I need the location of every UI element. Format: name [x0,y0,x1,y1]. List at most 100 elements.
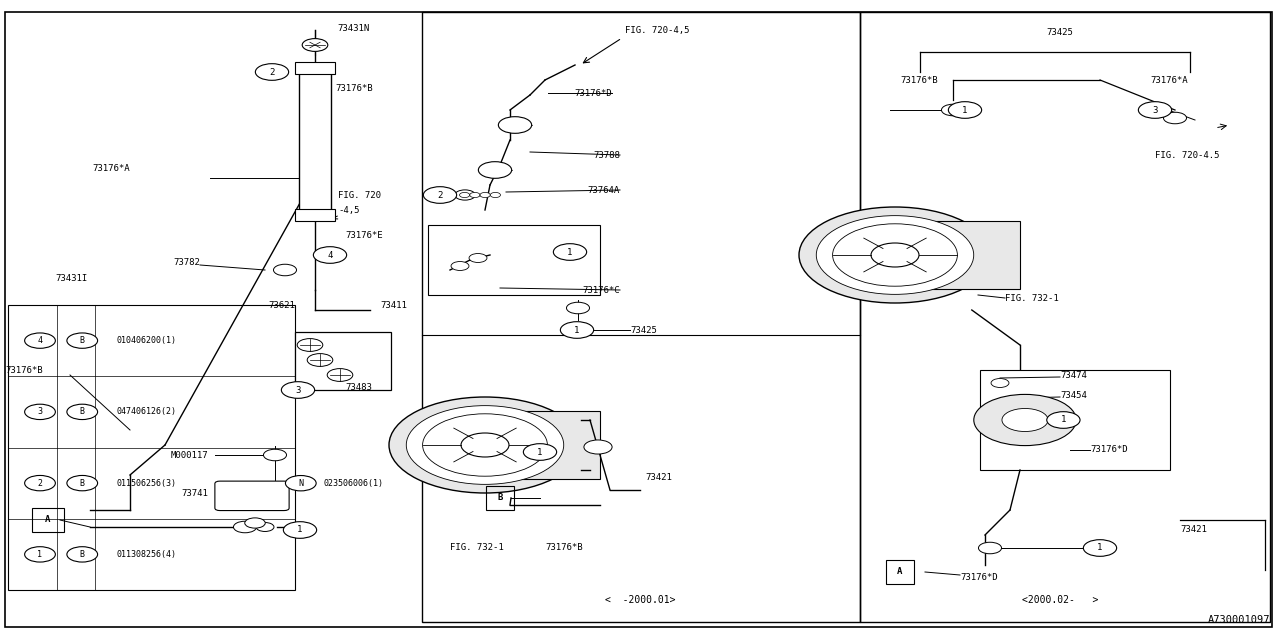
Text: FIG. 732-1: FIG. 732-1 [1005,294,1059,303]
Circle shape [307,354,333,367]
Circle shape [1083,540,1116,556]
Text: 1: 1 [575,326,580,335]
Text: 73421: 73421 [1180,525,1207,534]
Text: 73176*E: 73176*E [346,230,383,239]
Bar [8,305,294,590]
Text: -4,5: -4,5 [338,205,360,214]
Text: 2: 2 [269,67,275,77]
Text: M000117: M000117 [170,451,207,460]
Text: 73176*B: 73176*B [900,76,938,84]
Bar [296,209,335,221]
Text: 73176*A: 73176*A [92,163,131,173]
Circle shape [561,322,594,339]
Bar [32,508,64,532]
Text: FIG. 720-4,5: FIG. 720-4,5 [625,26,690,35]
Text: 73176*A: 73176*A [1149,76,1188,84]
Text: 73474: 73474 [1060,371,1087,380]
Text: B: B [498,493,503,502]
Bar [422,12,860,622]
Circle shape [424,187,457,204]
Text: 73621: 73621 [268,301,294,310]
Circle shape [314,246,347,263]
Text: 73425: 73425 [630,326,657,335]
Text: 011506256(3): 011506256(3) [116,479,177,488]
Text: 73176*C: 73176*C [582,285,620,294]
Circle shape [978,542,1001,554]
Circle shape [422,414,548,476]
Circle shape [553,244,586,260]
Circle shape [67,333,97,348]
Text: 3: 3 [296,385,301,394]
Bar [895,221,1020,289]
Bar [294,332,390,390]
Text: 4: 4 [328,250,333,259]
Text: 3: 3 [1152,106,1157,115]
Text: B: B [79,550,84,559]
Circle shape [1138,102,1171,118]
Text: 73431N: 73431N [337,24,369,33]
Circle shape [67,404,97,420]
Circle shape [870,243,919,267]
Circle shape [468,253,486,262]
Text: 2: 2 [37,479,42,488]
Text: 73764A: 73764A [588,186,620,195]
Circle shape [389,397,581,493]
Circle shape [454,190,475,200]
Circle shape [524,444,557,460]
Circle shape [832,224,957,286]
Text: 2: 2 [438,191,443,200]
Circle shape [817,216,974,294]
Circle shape [461,433,509,457]
Circle shape [67,476,97,491]
Circle shape [498,116,531,133]
Text: FIG. 720-4.5: FIG. 720-4.5 [1155,150,1220,159]
Bar [486,486,515,509]
Text: A: A [45,515,51,525]
Text: 023506006(1): 023506006(1) [324,479,384,488]
Text: 73176*B: 73176*B [335,83,372,93]
Text: FIG. 732-1: FIG. 732-1 [451,543,504,552]
Circle shape [1164,112,1187,124]
Text: 1: 1 [37,550,42,559]
Bar [886,561,914,584]
Circle shape [297,339,323,351]
Circle shape [256,64,289,81]
Circle shape [460,193,470,198]
Text: 3: 3 [37,408,42,417]
Text: <2000.02-   >: <2000.02- > [1021,595,1098,605]
Text: 1: 1 [567,248,572,257]
Bar [860,12,1270,622]
Text: 1: 1 [963,106,968,115]
Text: B: B [79,336,84,345]
Circle shape [584,440,612,454]
Bar [428,225,600,295]
Text: 73176*D: 73176*D [575,88,612,97]
Text: <  -2000.01>: < -2000.01> [604,595,676,605]
Bar [300,68,332,215]
Bar [485,412,600,479]
Circle shape [274,264,297,276]
Text: 73431I: 73431I [55,273,87,282]
Text: 73421: 73421 [645,474,672,483]
Circle shape [1002,408,1048,431]
Text: 73425: 73425 [1047,28,1074,36]
Text: 4: 4 [37,336,42,345]
Text: 73782: 73782 [173,257,200,266]
Text: 1: 1 [1097,543,1102,552]
Circle shape [991,378,1009,387]
Circle shape [24,547,55,562]
Circle shape [974,394,1076,445]
Text: 73483: 73483 [346,383,372,392]
Text: 010406200(1): 010406200(1) [116,336,177,345]
Circle shape [244,518,265,528]
Circle shape [451,262,468,271]
Text: A: A [897,568,902,577]
Text: 73176*D: 73176*D [1091,445,1128,454]
Circle shape [24,333,55,348]
Circle shape [567,302,590,314]
Text: FIG. 720: FIG. 720 [338,191,381,200]
FancyBboxPatch shape [215,481,289,511]
Text: 1: 1 [538,447,543,456]
Circle shape [480,193,490,198]
Circle shape [948,102,982,118]
